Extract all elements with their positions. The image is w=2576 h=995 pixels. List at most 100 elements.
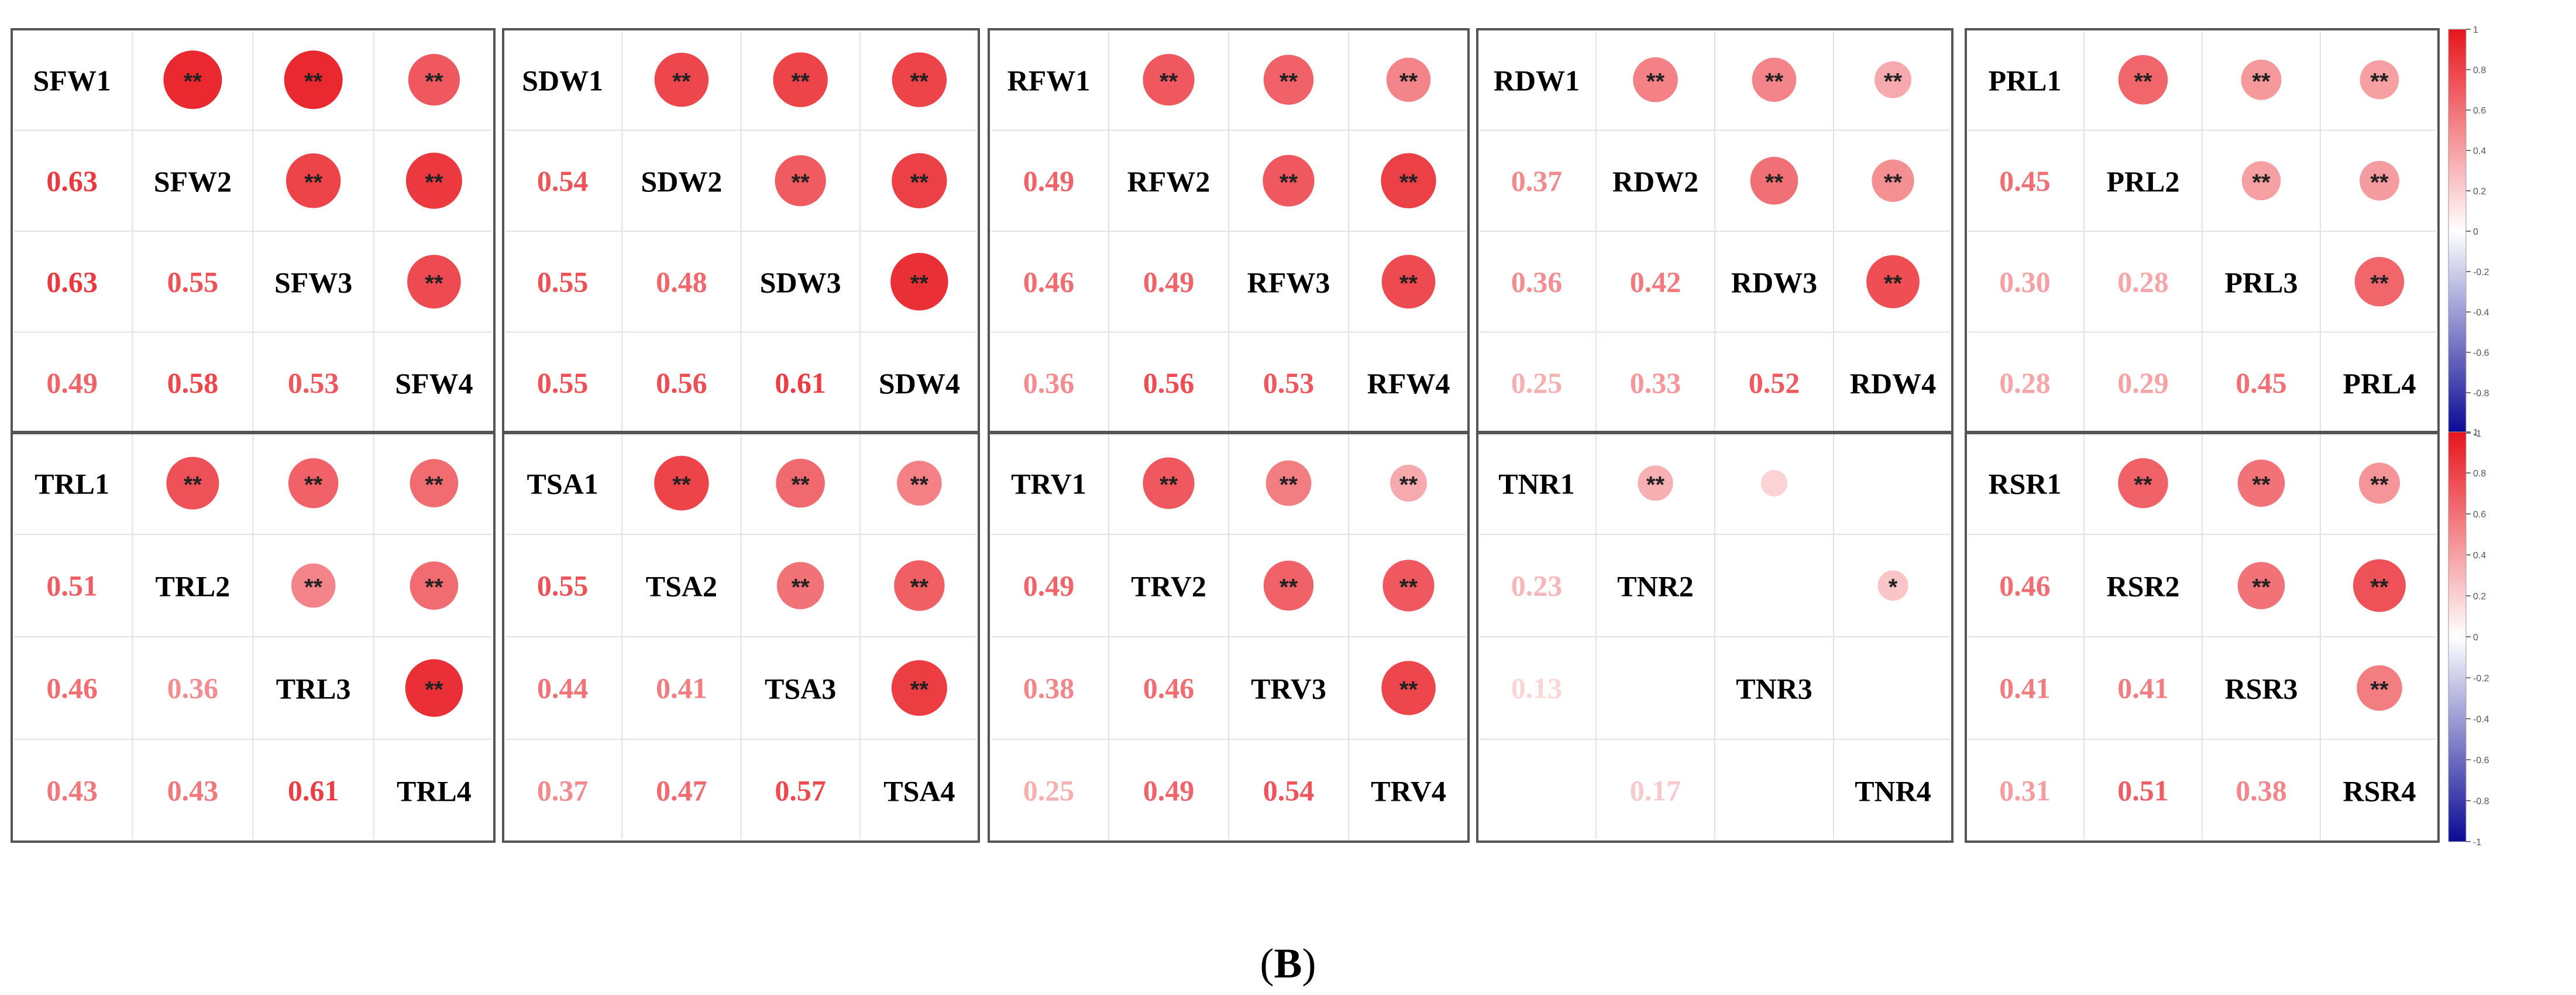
correlation-value: 0.41: [1999, 672, 2051, 705]
colorbar-tick-label: 0: [2473, 633, 2478, 643]
colorbar-tick-label: 0.2: [2473, 592, 2486, 602]
variable-label: TRV3: [1251, 673, 1326, 705]
variable-label: RSR2: [2106, 570, 2179, 603]
correlation-value: 0.61: [775, 366, 826, 399]
caption-close: ): [1302, 940, 1316, 987]
colorbar-tick-label: 1: [2473, 428, 2478, 438]
correlation-circle: [2118, 458, 2168, 509]
significance-mark: **: [2370, 170, 2389, 195]
correlation-value: 0.25: [1511, 366, 1563, 399]
significance-mark: **: [184, 472, 202, 498]
heatmap-panel-sfw: SFW1 SFW2 SFW3 SFW4 0.63 0.63 0.55 0.49 0.58 0.53…: [11, 28, 496, 434]
correlation-circle: [892, 153, 947, 208]
colorbar-tick-label: 0.4: [2473, 146, 2486, 156]
significance-mark: **: [2370, 472, 2389, 498]
correlation-circle: [2354, 256, 2405, 307]
significance-mark: **: [910, 270, 929, 296]
correlation-circle: [2237, 459, 2285, 507]
correlation-value: 0.38: [2235, 774, 2287, 807]
variable-label: SDW4: [879, 367, 960, 400]
correlation-value: 0.13: [1511, 672, 1563, 705]
correlation-circle: [2241, 161, 2281, 201]
correlation-value: 0.54: [1263, 774, 1315, 807]
correlation-circle: [163, 50, 222, 109]
correlation-value: 0.49: [1023, 164, 1075, 197]
variable-label: RDW3: [1731, 266, 1817, 298]
correlation-circle: [1263, 155, 1315, 207]
variable-label: TRL3: [276, 673, 351, 705]
correlation-circle: [773, 52, 828, 107]
correlation-circle: [166, 457, 219, 510]
correlation-value: 0.36: [1511, 265, 1563, 298]
correlation-circle: [1752, 57, 1797, 102]
variable-label: TNR3: [1736, 673, 1813, 705]
colorbar-tick-label: 0.6: [2473, 510, 2486, 520]
correlation-circle: [291, 563, 336, 608]
correlation-value: 0.53: [1263, 366, 1315, 399]
correlation-value: 0.57: [775, 774, 826, 807]
significance-mark: **: [792, 472, 810, 498]
correlation-value: 0.55: [537, 569, 589, 602]
correlation-circle: [1875, 61, 1911, 98]
variable-label: TSA4: [883, 775, 955, 808]
colorbar-tick-label: -0.2: [2473, 674, 2489, 684]
panel-border: [988, 431, 1470, 843]
correlation-value: 0.28: [2117, 265, 2169, 298]
variable-label: RFW4: [1367, 367, 1450, 400]
significance-mark: **: [1160, 472, 1178, 498]
significance-mark: **: [910, 68, 929, 94]
correlation-circle: [890, 253, 948, 311]
colorbar-tick-label: -1: [2473, 838, 2481, 848]
correlation-value: 0.36: [167, 672, 219, 705]
correlation-value: 0.30: [1999, 265, 2051, 298]
correlation-circle: [1390, 465, 1427, 502]
significance-mark: **: [1884, 170, 1903, 195]
significance-mark: **: [2370, 68, 2389, 94]
correlation-circle: [407, 255, 461, 309]
significance-mark: **: [910, 575, 929, 601]
significance-mark: **: [1399, 270, 1418, 296]
variable-label: TRL4: [397, 775, 472, 808]
variable-label: RSR3: [2224, 673, 2298, 705]
correlation-value: 0.47: [656, 774, 707, 807]
correlation-circle: [2241, 59, 2282, 100]
colorbar-tick-label: -0.6: [2473, 756, 2489, 766]
colorbar-tick-label: -0.8: [2473, 797, 2489, 807]
correlation-circle: [1381, 255, 1436, 309]
correlation-circle: [1638, 465, 1673, 501]
significance-mark: **: [1280, 68, 1298, 94]
colorbar-tick-label: 0.4: [2473, 551, 2486, 561]
correlation-circle: [654, 455, 709, 511]
correlation-circle: [2118, 54, 2168, 105]
significance-mark: **: [425, 677, 443, 703]
correlation-value: 0.36: [1023, 366, 1075, 399]
variable-label: TRL2: [155, 570, 230, 603]
colorbar-tick-label: -0.4: [2473, 715, 2489, 725]
correlation-value: 0.29: [2117, 366, 2169, 399]
significance-mark: **: [910, 170, 929, 195]
variable-label: SDW2: [641, 165, 722, 198]
colorbar-tick-label: -0.8: [2473, 389, 2489, 399]
correlation-value: 0.46: [1143, 672, 1195, 705]
correlation-value: 0.46: [1023, 265, 1075, 298]
correlation-value: 0.25: [1023, 774, 1075, 807]
significance-mark: **: [1160, 68, 1178, 94]
heatmap-panel-trv: TRV1 TRV2 TRV3 TRV4 0.49 0.38 0.46 0.25 0.49 0.54…: [988, 431, 1470, 843]
significance-mark: **: [1646, 68, 1665, 94]
significance-mark: **: [304, 575, 323, 601]
variable-label: RDW1: [1494, 64, 1580, 97]
colorbar-tick-label: -0.2: [2473, 267, 2489, 277]
correlation-value: 0.55: [537, 265, 589, 298]
correlation-circle: [410, 459, 459, 507]
correlation-value: 0.44: [537, 672, 589, 705]
correlation-value: 0.52: [1749, 366, 1800, 399]
significance-mark: **: [1399, 472, 1418, 498]
colorbar-tick-label: -0.4: [2473, 308, 2489, 318]
correlation-value: 0.51: [2117, 774, 2169, 807]
variable-label: TSA1: [527, 468, 598, 500]
variable-label: SDW3: [760, 266, 841, 298]
correlation-value: 0.37: [537, 774, 589, 807]
significance-mark: **: [425, 270, 443, 296]
significance-mark: **: [1280, 170, 1298, 195]
